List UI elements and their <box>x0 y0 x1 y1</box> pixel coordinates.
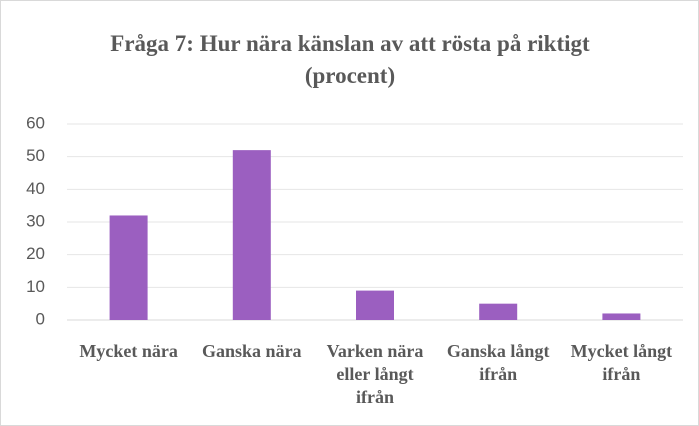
x-tick-label: Varken nära eller långt ifrån <box>326 341 424 407</box>
bar <box>232 150 271 320</box>
bar <box>602 313 641 320</box>
bar <box>109 215 148 320</box>
y-tick-label: 20 <box>26 244 45 263</box>
x-tick-label: Ganska långt ifrån <box>446 341 550 384</box>
y-tick-label: 10 <box>26 277 45 296</box>
y-tick-label: 0 <box>36 309 45 328</box>
y-tick-label: 40 <box>26 179 45 198</box>
bar <box>479 303 518 320</box>
y-tick-label: 30 <box>26 211 45 230</box>
x-tick-label: Mycket nära <box>79 341 178 361</box>
bar <box>356 290 394 320</box>
y-tick-label: 50 <box>26 146 45 165</box>
chart-title: Fråga 7: Hur nära känslan av att rösta p… <box>110 31 590 88</box>
y-tick-label: 60 <box>26 113 45 132</box>
x-tick-label: Ganska nära <box>202 341 302 361</box>
x-tick-label: Mycket långt ifrån <box>570 341 673 384</box>
